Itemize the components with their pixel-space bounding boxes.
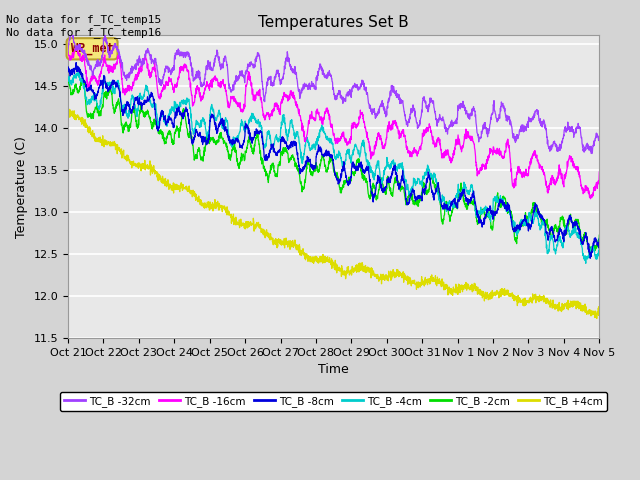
TC_B -8cm [586, 255, 594, 261]
Title: Temperatures Set B: Temperatures Set B [259, 15, 409, 30]
TC_B -16cm [548, 173, 556, 179]
TC_B -16cm [563, 159, 571, 165]
TC_B +4cm [212, 205, 220, 211]
TC_B -4cm [548, 237, 556, 242]
TC_B -8cm [361, 170, 369, 176]
TC_B -2cm [349, 169, 357, 175]
Line: TC_B -4cm: TC_B -4cm [68, 72, 599, 264]
TC_B -32cm [563, 127, 571, 132]
TC_B +4cm [563, 303, 571, 309]
TC_B -2cm [78, 76, 86, 82]
TC_B -8cm [212, 128, 220, 134]
TC_B -8cm [563, 220, 571, 226]
TC_B -32cm [588, 151, 596, 156]
TC_B -4cm [361, 145, 369, 151]
Line: TC_B -16cm: TC_B -16cm [68, 47, 599, 199]
TC_B -32cm [64, 50, 72, 56]
TC_B -8cm [488, 211, 496, 216]
TC_B -4cm [595, 236, 603, 242]
TC_B +4cm [488, 294, 496, 300]
TC_B -32cm [548, 144, 556, 150]
TC_B -8cm [349, 159, 357, 165]
TC_B -8cm [72, 60, 80, 65]
TC_B -16cm [595, 169, 603, 175]
TC_B -4cm [488, 212, 496, 217]
TC_B -2cm [212, 138, 220, 144]
TC_B -16cm [212, 75, 220, 81]
TC_B -8cm [64, 64, 72, 70]
TC_B -8cm [595, 236, 603, 241]
TC_B -2cm [563, 225, 571, 231]
TC_B -16cm [349, 125, 357, 131]
Line: TC_B -32cm: TC_B -32cm [68, 33, 599, 154]
TC_B -2cm [488, 227, 496, 233]
TC_B -32cm [212, 53, 220, 59]
Text: No data for f_TC_temp15
No data for f_TC_temp16: No data for f_TC_temp15 No data for f_TC… [6, 14, 162, 38]
Legend: TC_B -32cm, TC_B -16cm, TC_B -8cm, TC_B -4cm, TC_B -2cm, TC_B +4cm: TC_B -32cm, TC_B -16cm, TC_B -8cm, TC_B … [60, 392, 607, 411]
TC_B -2cm [586, 251, 593, 256]
TC_B -32cm [488, 111, 496, 117]
TC_B -32cm [361, 84, 369, 90]
TC_B -32cm [349, 84, 357, 90]
TC_B -4cm [212, 118, 220, 123]
Y-axis label: Temperature (C): Temperature (C) [15, 136, 28, 238]
TC_B -4cm [563, 225, 571, 230]
TC_B +4cm [349, 267, 357, 273]
TC_B +4cm [548, 301, 556, 307]
TC_B -32cm [595, 134, 603, 140]
TC_B -16cm [587, 196, 595, 202]
TC_B +4cm [64, 108, 72, 114]
Line: TC_B -2cm: TC_B -2cm [68, 79, 599, 253]
TC_B -16cm [488, 149, 496, 155]
TC_B -8cm [548, 228, 556, 234]
TC_B -16cm [64, 49, 72, 55]
TC_B +4cm [593, 316, 601, 322]
TC_B -4cm [74, 70, 82, 75]
TC_B -2cm [64, 77, 72, 83]
TC_B -2cm [361, 173, 369, 179]
Line: TC_B +4cm: TC_B +4cm [68, 108, 599, 319]
TC_B -16cm [361, 121, 369, 127]
TC_B -4cm [582, 261, 589, 266]
TC_B +4cm [65, 106, 72, 111]
TC_B +4cm [361, 269, 369, 275]
TC_B -4cm [349, 152, 357, 158]
Text: WP_met: WP_met [70, 42, 113, 55]
TC_B +4cm [595, 309, 603, 314]
Line: TC_B -8cm: TC_B -8cm [68, 62, 599, 258]
TC_B -2cm [595, 232, 603, 238]
X-axis label: Time: Time [318, 363, 349, 376]
TC_B -2cm [548, 234, 556, 240]
TC_B -32cm [68, 30, 76, 36]
TC_B -16cm [74, 44, 81, 49]
TC_B -4cm [64, 77, 72, 83]
